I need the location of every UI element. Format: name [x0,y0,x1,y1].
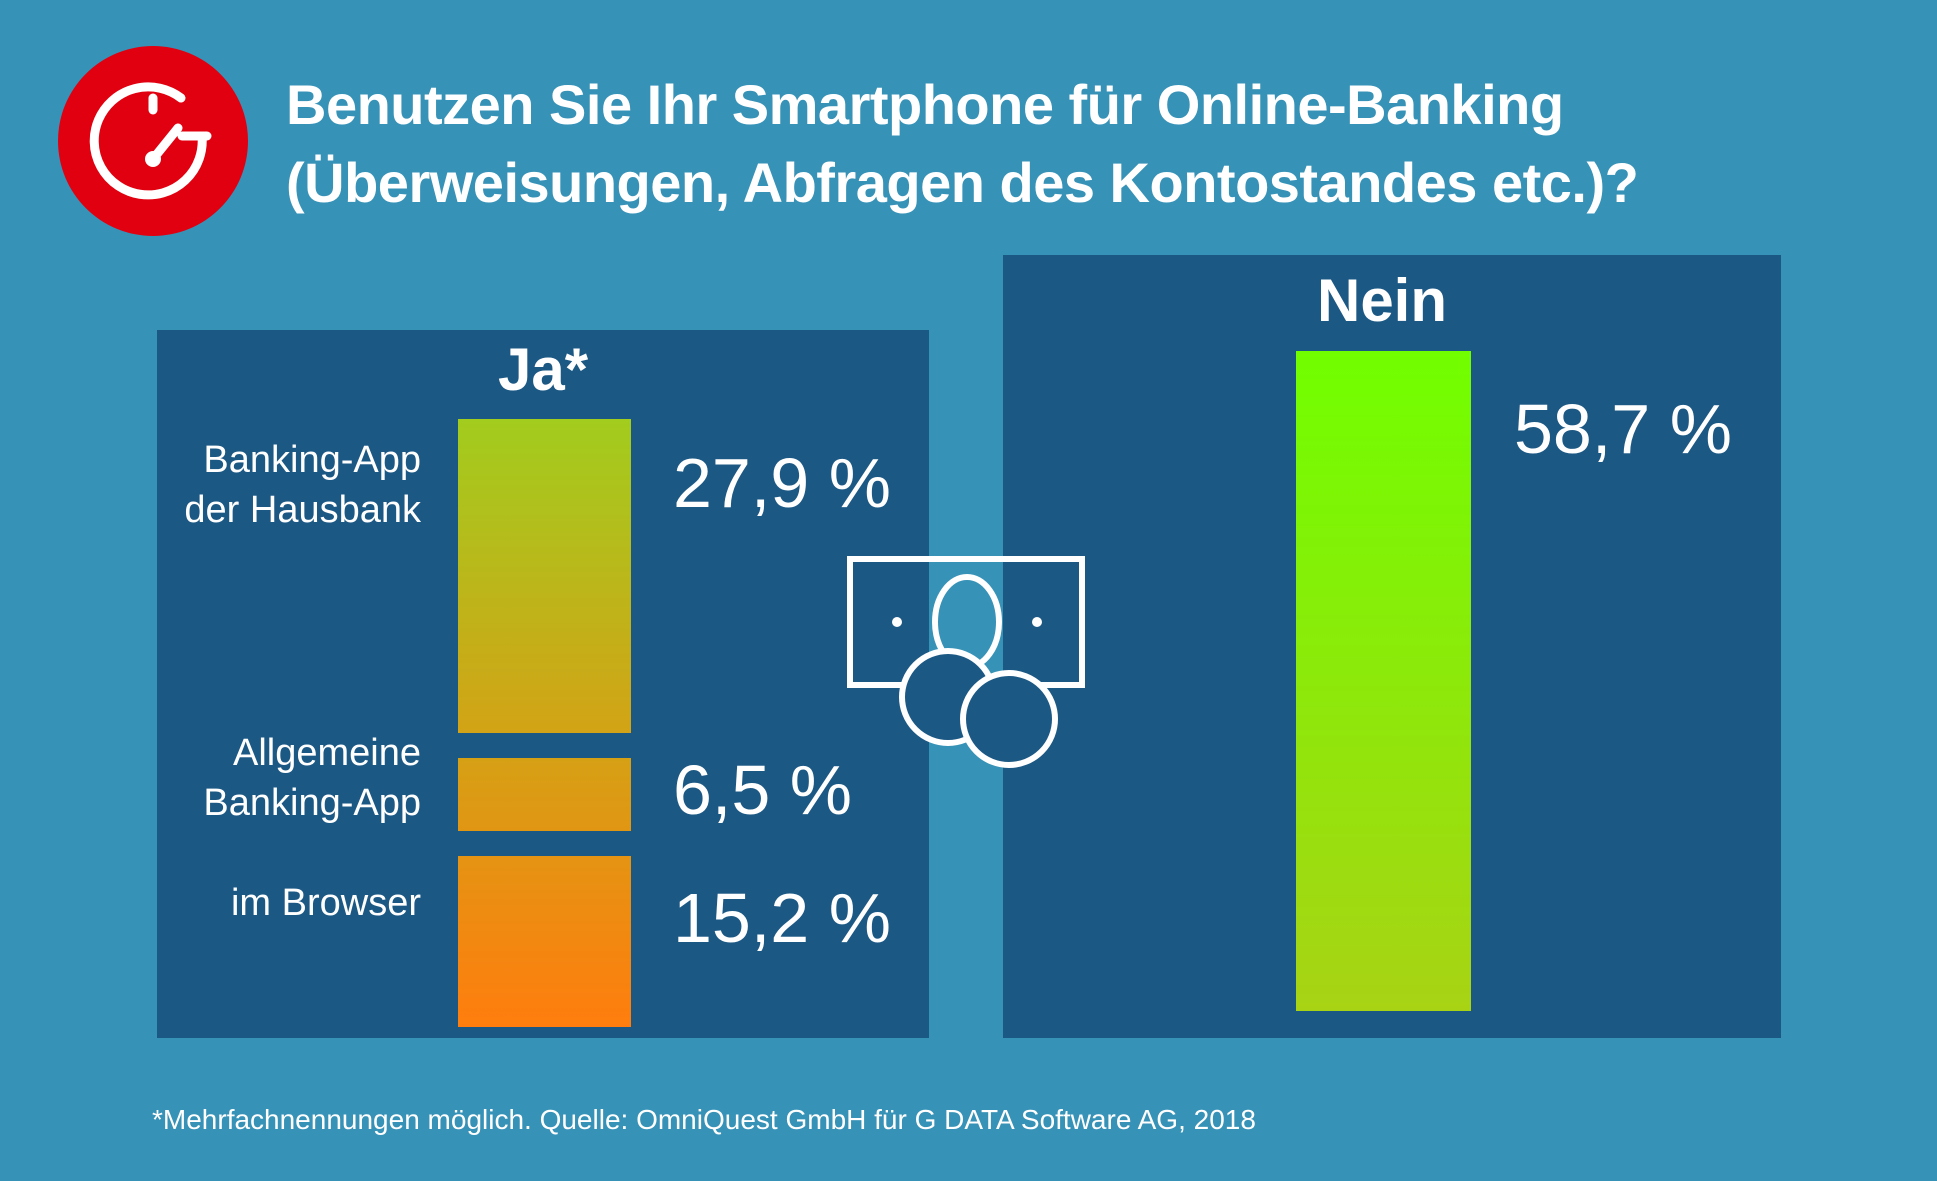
value-label-banking-app-hausbank: 27,9 % [673,444,891,522]
title-line-1: Benutzen Sie Ihr Smartphone für Online-B… [286,73,1564,136]
group-label-ja: Ja* [497,336,589,403]
value-label-allgemeine-banking-app: 6,5 % [673,750,852,829]
value-label-nein: 58,7 % [1514,390,1732,468]
speedometer-logo [58,46,248,236]
bar-im-browser [458,855,631,1027]
bar-nein [1296,351,1471,1011]
category-label-banking-app-hausbank: Banking-App der Hausbank [184,439,421,531]
group-label-nein: Nein [1316,267,1448,334]
speedometer-icon [89,82,212,200]
category-label-im-browser: im Browser [230,882,421,924]
chart-title: Benutzen Sie Ihr Smartphone für Online-B… [286,66,1639,222]
category-label-allgemeine-banking-app: Allgemeine Banking-App [203,732,421,824]
bar-banking-app-hausbank [458,419,631,733]
money-bill-coins-icon [847,556,1085,768]
footnote-source: *Mehrfachnennungen möglich. Quelle: Omni… [152,1104,1256,1135]
value-label-im-browser: 15,2 % [673,878,891,957]
title-line-2: (Überweisungen, Abfragen des Kontostande… [286,151,1639,214]
bar-allgemeine-banking-app [458,757,631,831]
